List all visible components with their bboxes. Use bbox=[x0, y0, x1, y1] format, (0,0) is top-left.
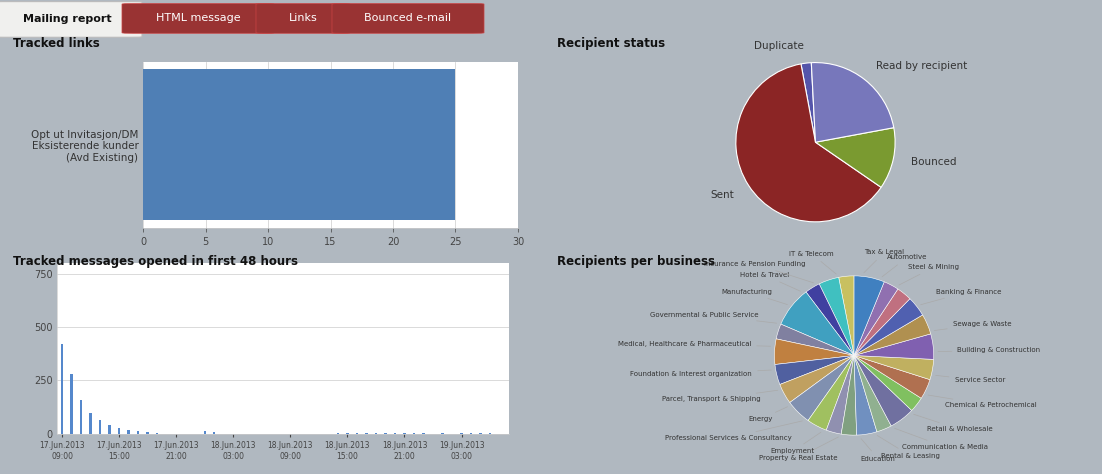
Text: Insurance & Pension Funding: Insurance & Pension Funding bbox=[704, 261, 813, 283]
Text: Automotive: Automotive bbox=[882, 255, 928, 277]
FancyBboxPatch shape bbox=[0, 1, 142, 37]
Text: Sewage & Waste: Sewage & Waste bbox=[934, 321, 1012, 330]
Wedge shape bbox=[854, 299, 922, 356]
Text: Foundation & Interest organization: Foundation & Interest organization bbox=[630, 370, 771, 377]
Text: Parcel, Transport & Shipping: Parcel, Transport & Shipping bbox=[661, 390, 778, 402]
Wedge shape bbox=[854, 334, 933, 359]
Wedge shape bbox=[854, 276, 884, 356]
Wedge shape bbox=[736, 64, 882, 222]
Bar bbox=[143, 69, 455, 220]
Bar bbox=[118, 428, 120, 434]
Bar bbox=[137, 431, 139, 434]
Wedge shape bbox=[826, 356, 854, 434]
Text: Rental & Leasing: Rental & Leasing bbox=[877, 436, 939, 458]
Bar bbox=[108, 425, 111, 434]
Wedge shape bbox=[811, 63, 894, 142]
Text: Recipient status: Recipient status bbox=[557, 37, 665, 50]
FancyBboxPatch shape bbox=[256, 4, 350, 33]
Wedge shape bbox=[854, 289, 910, 356]
Text: Tracked messages opened in first 48 hours: Tracked messages opened in first 48 hour… bbox=[13, 255, 299, 268]
Wedge shape bbox=[775, 356, 854, 384]
Bar bbox=[156, 433, 159, 434]
Text: Education: Education bbox=[861, 438, 896, 462]
Text: Professional Services & Consultancy: Professional Services & Consultancy bbox=[665, 421, 802, 441]
Text: Steel & Mining: Steel & Mining bbox=[899, 264, 959, 285]
Bar bbox=[99, 420, 101, 434]
Text: Service Sector: Service Sector bbox=[936, 375, 1005, 383]
Text: Read by recipient: Read by recipient bbox=[876, 61, 966, 71]
Text: Chemical & Petrochemical: Chemical & Petrochemical bbox=[928, 395, 1037, 408]
Wedge shape bbox=[790, 356, 854, 420]
Text: Governmental & Public Service: Governmental & Public Service bbox=[650, 312, 777, 323]
Text: Property & Real Estate: Property & Real Estate bbox=[759, 437, 839, 461]
Text: Tax & Legal: Tax & Legal bbox=[864, 249, 905, 273]
Text: HTML message: HTML message bbox=[155, 13, 240, 23]
Text: Building & Construction: Building & Construction bbox=[938, 347, 1040, 354]
Text: Links: Links bbox=[289, 13, 317, 23]
Bar bbox=[213, 432, 216, 434]
Wedge shape bbox=[815, 128, 895, 187]
Text: Mailing report: Mailing report bbox=[23, 14, 111, 24]
Wedge shape bbox=[854, 356, 892, 432]
Text: Bounced: Bounced bbox=[910, 157, 957, 167]
Bar bbox=[79, 400, 83, 434]
Text: Recipients per business: Recipients per business bbox=[557, 255, 714, 268]
Bar bbox=[147, 432, 149, 434]
Wedge shape bbox=[854, 282, 898, 356]
Wedge shape bbox=[806, 284, 854, 356]
Wedge shape bbox=[841, 356, 856, 435]
Text: Bounced e-mail: Bounced e-mail bbox=[365, 13, 452, 23]
Bar bbox=[128, 430, 130, 434]
Bar bbox=[89, 413, 91, 434]
Wedge shape bbox=[854, 356, 911, 426]
Text: Manufacturing: Manufacturing bbox=[722, 289, 788, 305]
Wedge shape bbox=[801, 63, 815, 142]
Wedge shape bbox=[776, 324, 854, 356]
Text: Hotel & Travel: Hotel & Travel bbox=[739, 272, 800, 291]
FancyBboxPatch shape bbox=[122, 4, 274, 33]
Bar bbox=[204, 431, 206, 434]
Wedge shape bbox=[781, 292, 854, 356]
Text: Energy: Energy bbox=[748, 407, 788, 422]
Text: Retail & Wholesale: Retail & Wholesale bbox=[914, 414, 992, 432]
Bar bbox=[61, 344, 63, 434]
Wedge shape bbox=[839, 276, 854, 356]
FancyBboxPatch shape bbox=[332, 4, 484, 33]
Wedge shape bbox=[775, 339, 854, 365]
Wedge shape bbox=[808, 356, 854, 430]
Wedge shape bbox=[854, 356, 877, 435]
Text: Sent: Sent bbox=[711, 190, 734, 200]
Text: Banking & Finance: Banking & Finance bbox=[920, 289, 1001, 305]
Text: Communication & Media: Communication & Media bbox=[895, 428, 988, 450]
Text: Medical, Healthcare & Pharmaceutical: Medical, Healthcare & Pharmaceutical bbox=[618, 341, 770, 347]
Wedge shape bbox=[780, 356, 854, 402]
Wedge shape bbox=[854, 356, 921, 410]
Text: IT & Telecom: IT & Telecom bbox=[789, 251, 836, 274]
Text: Employment: Employment bbox=[770, 432, 821, 454]
Wedge shape bbox=[854, 315, 931, 356]
Text: Duplicate: Duplicate bbox=[754, 41, 804, 51]
Text: Tracked links: Tracked links bbox=[13, 37, 100, 50]
Bar bbox=[71, 374, 73, 434]
Wedge shape bbox=[854, 356, 930, 398]
Wedge shape bbox=[819, 277, 854, 356]
Wedge shape bbox=[854, 356, 933, 380]
